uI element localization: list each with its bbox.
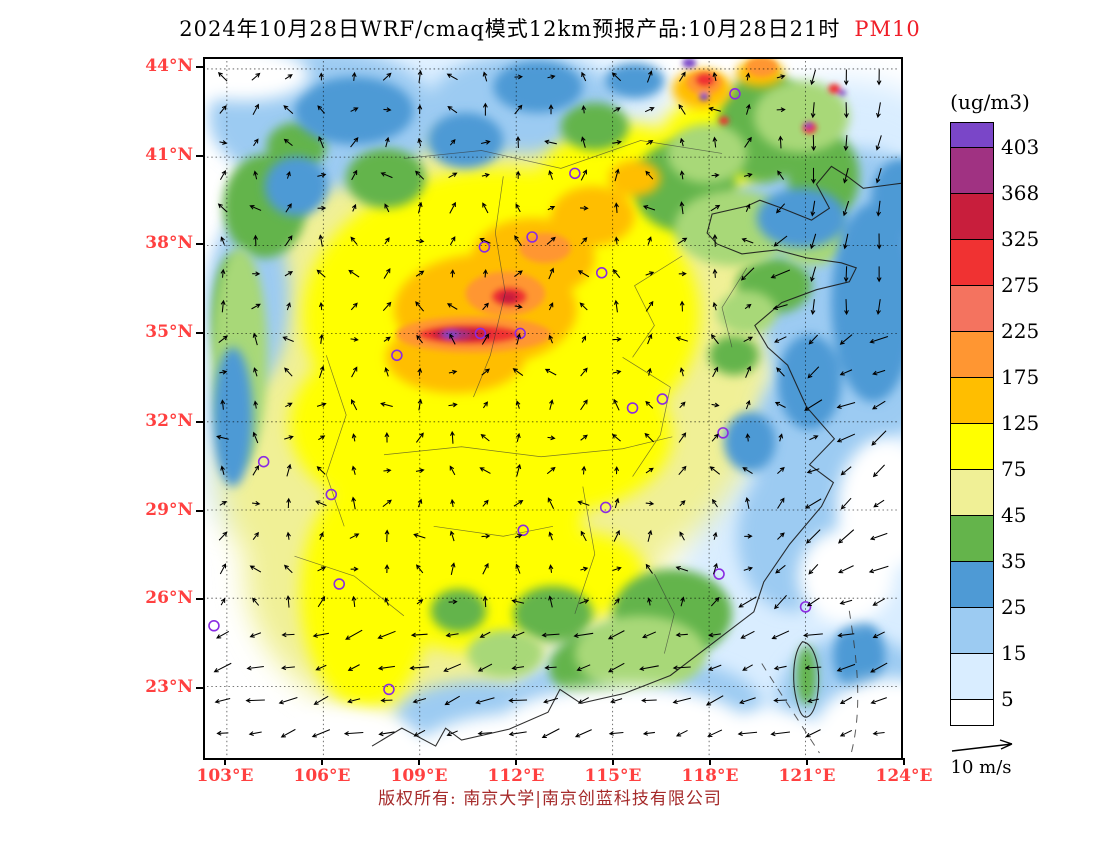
- station-marker: [478, 241, 491, 253]
- lat-tick-label: 23°N: [145, 677, 193, 697]
- station-marker: [595, 267, 608, 279]
- station-marker: [717, 427, 729, 439]
- station-marker: [391, 349, 403, 362]
- colorbar-cell: [951, 608, 993, 654]
- colorbar-tick-label: 275: [1001, 273, 1040, 297]
- station-marker: [474, 327, 487, 340]
- lat-tick: [196, 687, 203, 689]
- colorbar-tick-label: 325: [1001, 227, 1040, 251]
- station-markers: [208, 88, 812, 696]
- lon-tick: [612, 758, 614, 765]
- lat-tick: [196, 332, 203, 335]
- lat-tick: [196, 243, 203, 246]
- colorbar-cell: [951, 424, 993, 470]
- lon-tick: [224, 758, 226, 765]
- copyright: 版权所有: 南京大学|南京创蓝科技有限公司: [378, 789, 722, 809]
- colorbar-cell: [951, 194, 993, 240]
- station-marker: [526, 231, 538, 243]
- colorbar-tick-label: 403: [1001, 135, 1040, 159]
- colorbar-cell: [951, 562, 993, 608]
- wind-arrow-field: [213, 69, 889, 739]
- map-frame: [203, 57, 903, 760]
- lat-tick-label: 38°N: [145, 233, 193, 254]
- station-marker: [257, 455, 270, 468]
- lon-tick-label: 118°E: [681, 766, 739, 786]
- taiwan-outline: [793, 641, 820, 718]
- station-marker: [517, 524, 529, 537]
- pm10-field-white-patches: [205, 59, 901, 758]
- plot-title-main: 2024年10月28日WRF/cmaq模式12km预报产品:10月28日21时: [179, 17, 841, 41]
- colorbar: [950, 122, 994, 726]
- sea-dashed-lines: [761, 610, 859, 754]
- colorbar-cell: [951, 332, 993, 378]
- colorbar-cell: [951, 286, 993, 332]
- colorbar-tick-label: 175: [1001, 365, 1040, 389]
- lon-tick: [709, 758, 711, 765]
- lon-tick: [903, 758, 905, 765]
- lat-tick: [196, 509, 203, 512]
- wind-scale-arrow: [951, 739, 1013, 752]
- colorbar-cell: [951, 470, 993, 516]
- station-marker: [569, 167, 581, 180]
- lon-tick-label: 115°E: [584, 766, 642, 786]
- station-marker: [626, 402, 639, 414]
- colorbar-tick-label: 5: [1001, 687, 1014, 711]
- colorbar-tick-label: 25: [1001, 595, 1027, 619]
- lat-tick-label: 35°N: [145, 322, 193, 343]
- colorbar-tick-label: 75: [1001, 457, 1027, 481]
- colorbar-tick-label: 225: [1001, 319, 1040, 343]
- plot-title: 2024年10月28日WRF/cmaq模式12km预报产品:10月28日21时 P…: [0, 13, 1100, 43]
- colorbar-cell: [951, 240, 993, 286]
- colorbar-tick-label: 15: [1001, 641, 1027, 665]
- colorbar-cell: [951, 654, 993, 700]
- lat-tick-label: 32°N: [145, 410, 193, 431]
- lon-tick-label: 109°E: [390, 766, 448, 786]
- lat-tick-label: 44°N: [145, 56, 193, 76]
- station-marker: [333, 578, 345, 590]
- lon-tick: [515, 758, 517, 765]
- colorbar-cell: [951, 148, 993, 194]
- colorbar-cell: [951, 378, 993, 424]
- wind-scale-label: 10 m/s: [950, 757, 1012, 778]
- lat-tick-label: 41°N: [145, 144, 193, 165]
- station-marker: [325, 488, 338, 501]
- lat-tick-label: 29°N: [145, 499, 193, 520]
- station-marker: [656, 393, 669, 405]
- station-marker: [599, 501, 612, 514]
- colorbar-cell: [951, 123, 993, 148]
- lon-tick-label: 121°E: [778, 766, 836, 786]
- coastline: [371, 165, 901, 747]
- pm10-field-steelblue: [212, 60, 901, 692]
- lon-tick-label: 103°E: [196, 766, 254, 786]
- lon-tick: [806, 758, 808, 765]
- pm10-map: [205, 59, 901, 758]
- station-marker: [799, 601, 812, 613]
- colorbar-tick-label: 35: [1001, 549, 1027, 573]
- colorbar-tick-label: 45: [1001, 503, 1027, 527]
- province-boundaries: [294, 140, 748, 654]
- plot-title-species: PM10: [854, 17, 921, 41]
- lon-tick-label: 112°E: [487, 766, 545, 786]
- station-marker: [208, 619, 220, 632]
- wind-vectors: [213, 69, 889, 739]
- lat-tick-label: 26°N: [145, 588, 193, 609]
- colorbar-unit: (ug/m3): [950, 90, 1030, 114]
- station-marker: [383, 683, 395, 696]
- lat-tick: [196, 598, 203, 601]
- lon-tick: [321, 758, 323, 765]
- lon-tick-label: 124°E: [875, 766, 933, 786]
- lon-tick-label: 106°E: [293, 766, 351, 786]
- station-marker: [729, 88, 741, 100]
- lat-tick: [196, 420, 203, 423]
- colorbar-tick-label: 368: [1001, 181, 1040, 205]
- colorbar-cell: [951, 700, 993, 725]
- colorbar-cell: [951, 516, 993, 562]
- lat-tick: [196, 66, 203, 68]
- colorbar-tick-label: 125: [1001, 411, 1040, 435]
- lat-tick: [196, 154, 203, 157]
- lon-tick: [418, 758, 420, 765]
